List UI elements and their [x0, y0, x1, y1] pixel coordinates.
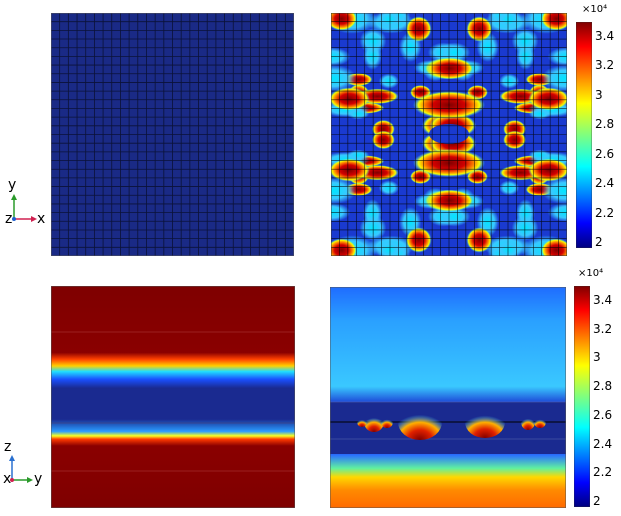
colorbar-bottom-tick-7: 2	[593, 494, 601, 508]
colorbar-top-tick-2: 3	[595, 87, 603, 102]
colorbar-top-tick-6: 2.2	[595, 205, 615, 220]
colorbar-top-multiplier: ×10⁴	[582, 4, 608, 15]
colorbar-top-tick-0: 3.4	[595, 29, 615, 43]
colorbar-top-tick-7: 2	[595, 235, 603, 249]
colorbar-bottom-tick-6: 2.2	[593, 465, 613, 480]
field-map-bottom-right	[330, 287, 566, 508]
colorbar-top-tick-1: 3.2	[595, 58, 615, 73]
colorbar-top-tick-4: 2.6	[595, 146, 615, 161]
colorbar-bottom-tick-2: 3	[593, 350, 601, 365]
axis-label-x-top: x	[37, 211, 46, 227]
axis-triad-bottom-icon	[9, 455, 33, 483]
colorbar-bottom-tick-3: 2.8	[593, 379, 613, 394]
field-map-top-right	[331, 13, 567, 256]
colorbar-top-tick-3: 2.8	[595, 117, 615, 132]
colorbar-bottom-tick-1: 3.2	[593, 321, 613, 336]
field-map-bottom-left	[51, 286, 295, 508]
colorbar-bottom-tick-4: 2.6	[593, 407, 613, 422]
axis-triad-top-icon	[11, 194, 37, 222]
axis-label-z-top: z	[5, 211, 13, 227]
axis-label-x-bottom: x	[3, 471, 12, 487]
axis-label-y-bottom: y	[34, 471, 43, 487]
colorbar-bottom-multiplier: ×10⁴	[578, 268, 604, 279]
colorbar-bottom	[574, 286, 590, 507]
mesh-panel-top-left	[51, 13, 294, 256]
colorbar-top-tick-5: 2.4	[595, 176, 615, 191]
colorbar-bottom-tick-5: 2.4	[593, 436, 613, 451]
axis-label-z-bottom: z	[4, 439, 12, 455]
axis-label-y-top: y	[8, 177, 17, 193]
colorbar-bottom-tick-0: 3.4	[593, 293, 613, 307]
colorbar-top	[576, 22, 592, 248]
